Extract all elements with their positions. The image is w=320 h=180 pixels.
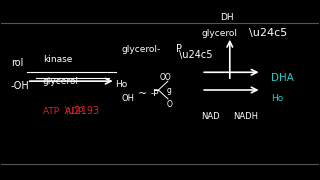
Text: \u2193: \u2193 [65, 106, 99, 116]
Text: P: P [176, 44, 182, 54]
Text: kinase: kinase [43, 55, 72, 64]
Text: g: g [166, 86, 171, 94]
Text: rol: rol [11, 58, 23, 68]
Text: DH: DH [220, 13, 234, 22]
Text: -P: -P [150, 89, 159, 98]
Text: Ho: Ho [116, 80, 128, 89]
Text: NAD: NAD [201, 112, 220, 121]
Text: glycerol: glycerol [43, 77, 79, 86]
Text: \u24c5: \u24c5 [249, 28, 287, 38]
Text: DHA: DHA [271, 73, 294, 83]
Text: glycerol: glycerol [201, 29, 237, 38]
Text: ~: ~ [138, 89, 147, 98]
Text: ATP  ADP: ATP ADP [43, 107, 83, 116]
Text: Ho: Ho [271, 94, 283, 103]
Text: \u24c5: \u24c5 [179, 50, 212, 60]
Text: O: O [166, 100, 172, 109]
Text: OO: OO [160, 73, 172, 82]
Text: -OH: -OH [11, 82, 30, 91]
Text: glycerol-: glycerol- [122, 45, 161, 54]
Text: OH: OH [122, 94, 135, 103]
Text: NADH: NADH [233, 112, 258, 121]
